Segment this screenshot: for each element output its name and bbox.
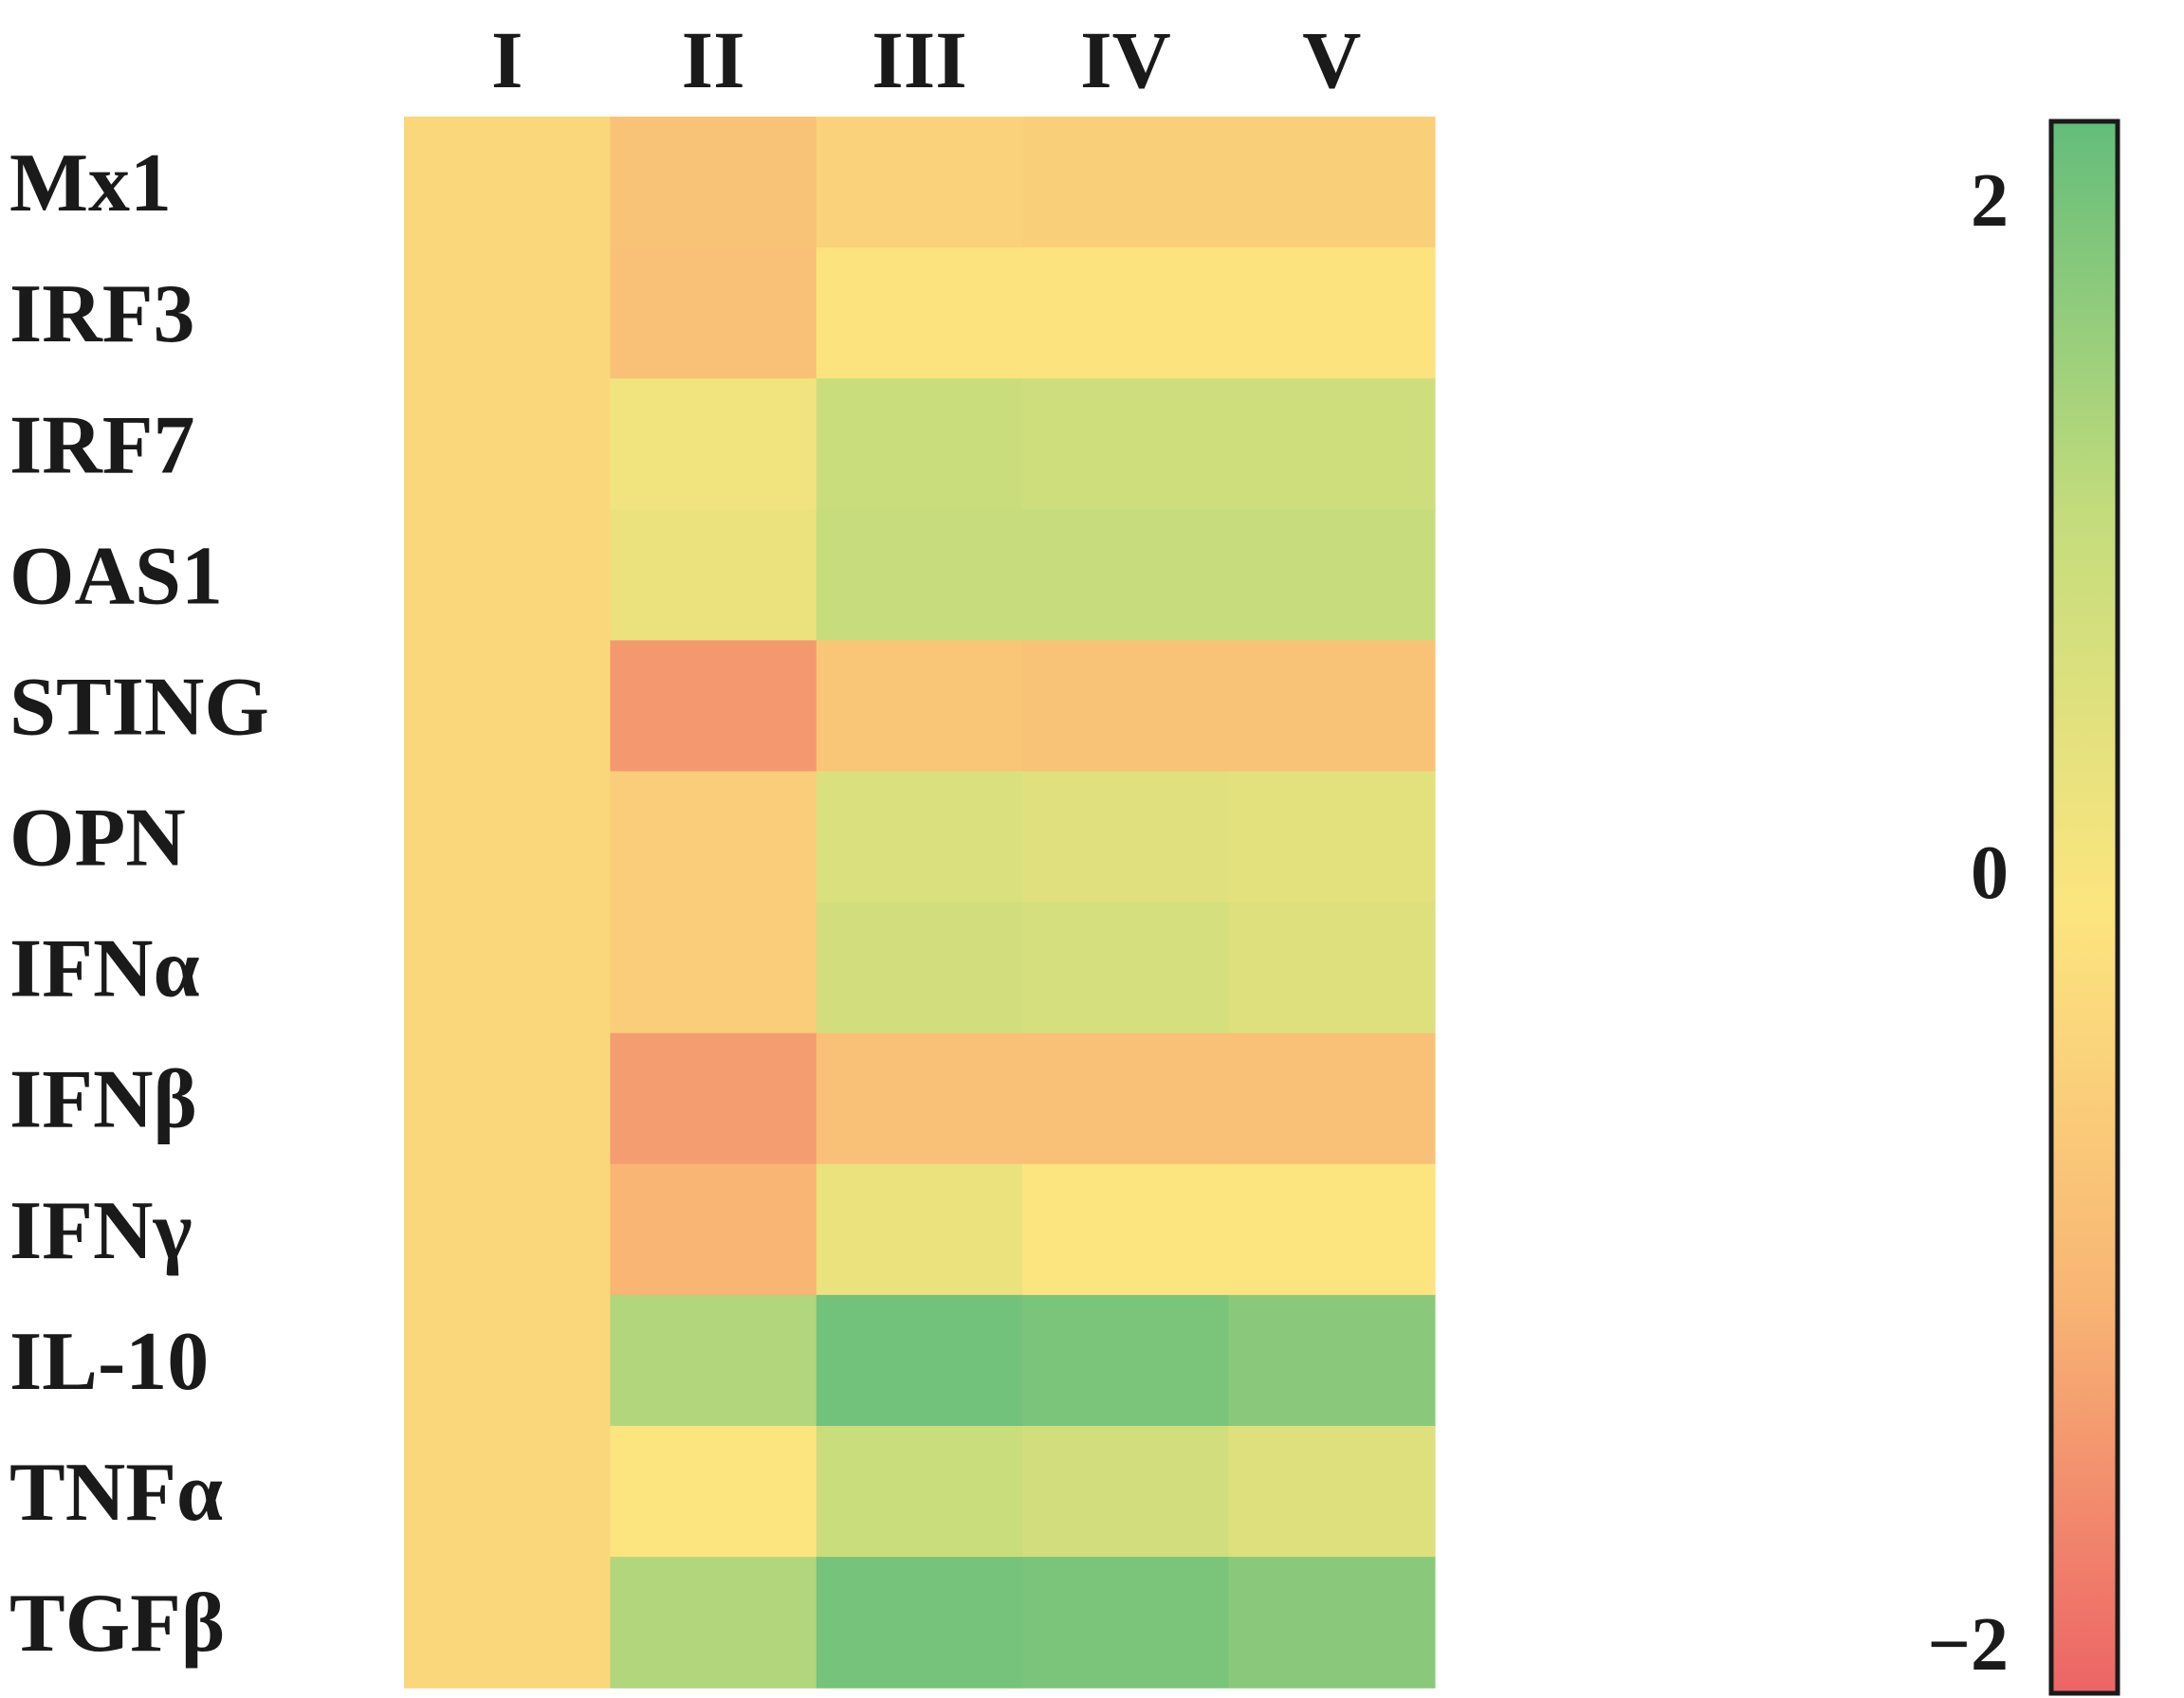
heatmap-cell <box>1228 1426 1436 1558</box>
heatmap-cell <box>1022 247 1230 379</box>
heatmap-cell <box>610 509 817 641</box>
colorbar-tick-label: −2 <box>1927 1603 2009 1687</box>
colorbar <box>2048 119 2120 1696</box>
heatmap-cell <box>404 640 611 773</box>
row-label: OPN <box>9 793 186 885</box>
heatmap-cell <box>816 1294 1023 1427</box>
heatmap-cell <box>1022 509 1230 641</box>
column-label: I <box>491 14 523 105</box>
heatmap-cell <box>1022 1032 1230 1165</box>
heatmap-cell <box>610 1426 817 1558</box>
heatmap-cell <box>404 509 611 641</box>
heatmap-cell <box>610 1294 817 1427</box>
heatmap-cell <box>1228 1294 1436 1427</box>
heatmap-cell <box>610 1163 817 1296</box>
heatmap-cell <box>1022 640 1230 773</box>
heatmap-cell <box>1228 117 1436 248</box>
heatmap-cell <box>610 1557 817 1689</box>
heatmap-cell <box>610 117 817 248</box>
heatmap-cell <box>1228 771 1436 904</box>
heatmap-cell <box>404 771 611 904</box>
heatmap-cell <box>610 902 817 1034</box>
heatmap-cell <box>610 1032 817 1165</box>
row-label: IFNγ <box>9 1185 193 1277</box>
column-label: II <box>682 14 745 105</box>
row-labels: Mx1 IRF3 IRF7 OAS1 STING OPN IFNα IFNβ IFNγ IL-10… <box>9 137 269 1670</box>
heatmap-cell <box>404 1032 611 1165</box>
heatmap-cell <box>1228 1163 1436 1296</box>
heatmap-cell <box>404 378 611 510</box>
heatmap-cell <box>816 378 1023 510</box>
row-label: IRF7 <box>9 399 195 491</box>
heatmap-cell <box>816 902 1023 1034</box>
row-label: STING <box>9 661 269 753</box>
row-label: Mx1 <box>9 137 172 229</box>
column-label: IV <box>1080 14 1171 105</box>
heatmap-cell <box>610 640 817 773</box>
heatmap-cell <box>1022 378 1230 510</box>
heatmap-cell <box>1228 902 1436 1034</box>
row-label: IFNβ <box>9 1054 197 1146</box>
row-label: IRF3 <box>9 268 195 360</box>
row-label: TNFα <box>9 1447 223 1539</box>
heatmap-cell <box>1228 1032 1436 1165</box>
heatmap-cell <box>816 117 1023 248</box>
row-label: IL-10 <box>9 1316 209 1408</box>
heatmap-cell <box>816 1557 1023 1689</box>
row-label: OAS1 <box>9 530 223 622</box>
heatmap-cell <box>610 378 817 510</box>
heatmap-cell <box>816 1032 1023 1165</box>
row-label: IFNα <box>9 923 200 1015</box>
column-label: V <box>1302 14 1361 105</box>
heatmap-cell <box>404 1294 611 1427</box>
colorbar-tick-labels: 2 0 −2 <box>1927 159 2009 1687</box>
heatmap-cells <box>404 117 1436 1689</box>
heatmap-cell <box>610 771 817 904</box>
colorbar-tick-label: 0 <box>1971 831 2009 915</box>
heatmap-cell <box>404 1426 611 1558</box>
column-labels: I II III IV V <box>491 14 1361 105</box>
heatmap-cell <box>816 1163 1023 1296</box>
colorbar-tick-label: 2 <box>1971 159 2009 243</box>
heatmap-cell <box>404 117 611 248</box>
heatmap-cell <box>1022 1426 1230 1558</box>
heatmap-cell <box>1228 509 1436 641</box>
column-label: III <box>872 14 966 105</box>
heatmap-cell <box>1022 1294 1230 1427</box>
heatmap-cell <box>816 509 1023 641</box>
heatmap-cell <box>816 640 1023 773</box>
heatmap-cell <box>1022 1163 1230 1296</box>
heatmap-cell <box>1022 1557 1230 1689</box>
row-label: TGFβ <box>9 1578 225 1670</box>
heatmap-cell <box>404 1557 611 1689</box>
heatmap-cell <box>1228 640 1436 773</box>
heatmap-cell <box>404 902 611 1034</box>
heatmap-cell <box>1228 1557 1436 1689</box>
heatmap-cell <box>1228 378 1436 510</box>
heatmap-cell <box>404 1163 611 1296</box>
heatmap-cell <box>816 247 1023 379</box>
heatmap-cell <box>816 1426 1023 1558</box>
heatmap-cell <box>1022 902 1230 1034</box>
heatmap-cell <box>1228 247 1436 379</box>
heatmap-cell <box>1022 771 1230 904</box>
heatmap-cell <box>610 247 817 379</box>
heatmap-cell <box>816 771 1023 904</box>
heatmap-cell <box>404 247 611 379</box>
heatmap-cell <box>1022 117 1230 248</box>
